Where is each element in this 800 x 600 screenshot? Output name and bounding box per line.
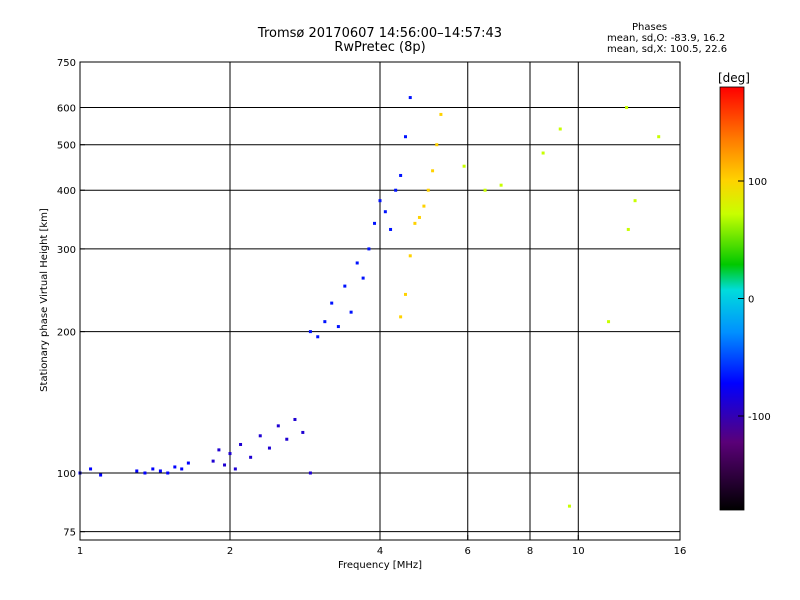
data-point xyxy=(541,151,545,155)
colorbar-tick-label: -100 xyxy=(748,412,771,423)
data-point xyxy=(228,452,232,456)
y-axis-label: Stationary phase Virtual Height [km] xyxy=(39,208,50,392)
data-point xyxy=(223,463,227,467)
phase-o-stats: mean, sd,O: -83.9, 16.2 xyxy=(607,33,726,44)
data-point xyxy=(89,467,93,471)
data-points xyxy=(78,96,661,508)
data-point xyxy=(239,442,243,446)
data-point xyxy=(435,143,439,147)
data-point xyxy=(567,504,571,508)
data-point xyxy=(217,448,221,452)
data-point xyxy=(413,221,417,225)
data-point xyxy=(285,437,289,441)
data-point xyxy=(373,221,377,225)
data-point xyxy=(316,335,320,339)
x-tick-label: 6 xyxy=(465,546,471,557)
y-tick-label: 100 xyxy=(57,469,76,480)
data-point xyxy=(426,188,430,192)
data-point xyxy=(336,325,340,329)
data-point xyxy=(99,473,103,477)
phase-heading: Phases xyxy=(632,22,668,33)
data-point xyxy=(267,446,271,450)
data-point xyxy=(403,135,407,139)
y-tick-label: 200 xyxy=(57,328,76,339)
x-axis-label: Frequency [MHz] xyxy=(338,560,422,571)
data-point xyxy=(462,164,466,168)
colorbar-ticks: 100 0 -100 xyxy=(738,177,771,423)
data-point xyxy=(499,183,503,187)
data-point xyxy=(399,173,403,177)
data-point xyxy=(558,127,562,131)
data-point xyxy=(439,112,443,116)
data-point xyxy=(308,330,312,334)
data-point xyxy=(173,465,177,469)
data-point xyxy=(301,430,305,434)
chart-subtitle: RwPretec (8p) xyxy=(334,40,426,55)
x-tick-label: 4 xyxy=(377,546,383,557)
data-point xyxy=(308,471,312,475)
y-tick-label: 75 xyxy=(63,528,76,539)
data-point xyxy=(408,254,412,258)
data-point xyxy=(431,169,435,173)
x-tick-label: 8 xyxy=(527,546,533,557)
data-point xyxy=(389,227,393,231)
data-point xyxy=(166,471,170,475)
data-point xyxy=(657,135,661,139)
data-point xyxy=(186,461,190,465)
x-tick-label: 1 xyxy=(77,546,83,557)
data-point xyxy=(143,471,147,475)
data-point xyxy=(378,199,382,203)
y-axis: 75 100 200 300 400 500 600 750 xyxy=(57,58,85,539)
y-tick-label: 500 xyxy=(57,141,76,152)
x-axis: 1 2 4 6 8 10 16 xyxy=(77,535,687,557)
y-tick-label: 750 xyxy=(57,58,76,69)
data-point xyxy=(633,199,637,203)
data-point xyxy=(408,96,412,100)
data-point xyxy=(158,469,162,473)
data-point xyxy=(343,284,347,288)
grid xyxy=(80,62,680,540)
data-point xyxy=(276,424,280,428)
data-point xyxy=(399,315,403,319)
data-point xyxy=(349,310,353,314)
data-point xyxy=(394,188,398,192)
chart-title: Tromsø 20170607 14:56:00–14:57:43 xyxy=(257,26,503,41)
data-point xyxy=(323,320,327,324)
phase-x-stats: mean, sd,X: 100.5, 22.6 xyxy=(607,44,728,55)
data-point xyxy=(249,455,253,459)
data-point xyxy=(417,215,421,219)
colorbar-tick-label: 0 xyxy=(748,295,754,306)
data-point xyxy=(258,434,262,438)
data-point xyxy=(367,247,371,251)
colorbar-tick-label: 100 xyxy=(748,177,767,188)
data-point xyxy=(151,467,155,471)
data-point xyxy=(211,459,215,463)
data-point xyxy=(607,320,611,324)
data-point xyxy=(355,261,359,265)
colorbar-label: [deg] xyxy=(718,71,750,85)
data-point xyxy=(403,292,407,296)
data-point xyxy=(233,467,237,471)
data-point xyxy=(625,106,629,110)
data-point xyxy=(361,276,365,280)
data-point xyxy=(293,417,297,421)
y-tick-label: 600 xyxy=(57,104,76,115)
data-point xyxy=(330,301,334,305)
data-point xyxy=(483,188,487,192)
y-tick-label: 300 xyxy=(57,245,76,256)
x-tick-label: 2 xyxy=(227,546,233,557)
data-point xyxy=(626,227,630,231)
colorbar: [deg] 100 0 -100 xyxy=(718,71,771,511)
data-point xyxy=(180,467,184,471)
x-tick-label: 10 xyxy=(572,546,585,557)
x-tick-label: 16 xyxy=(674,546,687,557)
y-tick-label: 400 xyxy=(57,186,76,197)
data-point xyxy=(422,204,426,208)
data-point xyxy=(135,469,139,473)
data-point xyxy=(383,210,387,214)
